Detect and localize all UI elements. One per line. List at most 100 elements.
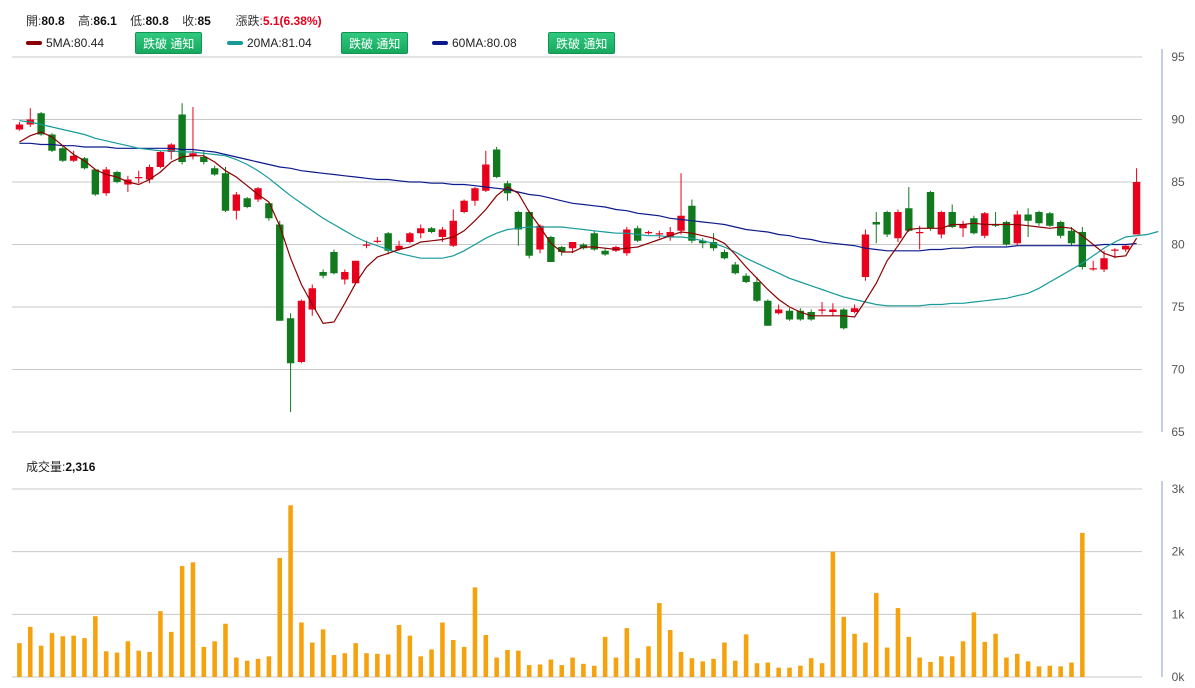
- volume-bar: [667, 630, 673, 677]
- volume-bar: [765, 662, 771, 677]
- candle-body: [601, 250, 609, 255]
- volume-bar: [787, 667, 792, 677]
- candle-body: [210, 168, 219, 175]
- candle-body: [525, 212, 533, 256]
- volume-bar: [581, 663, 586, 677]
- candle-body: [536, 225, 544, 250]
- ma60-line: [19, 142, 1137, 252]
- candle-body: [449, 220, 457, 246]
- volume-label: 成交量:: [26, 460, 66, 474]
- candle-body: [948, 212, 956, 227]
- ma60-notify-button[interactable]: 跌破 通知: [548, 32, 616, 54]
- candle-body: [861, 234, 870, 277]
- volume-bar: [722, 642, 727, 677]
- candle-body: [1046, 213, 1054, 226]
- volume-bar: [646, 646, 651, 677]
- candle-body: [362, 244, 371, 246]
- volume-bar: [494, 657, 499, 677]
- volume-bar: [906, 636, 912, 677]
- volume-bar: [60, 636, 66, 677]
- price-change: 漲跌:5.1(6.38%): [235, 14, 322, 28]
- ma5-swatch: [26, 41, 42, 45]
- price-tick-label: 75: [1171, 300, 1185, 314]
- candle-body: [427, 228, 436, 232]
- volume-bar: [917, 657, 922, 677]
- candle-body: [590, 233, 598, 250]
- volume-bar: [852, 633, 857, 677]
- candle-body: [850, 308, 859, 312]
- volume-bar: [624, 628, 630, 677]
- volume-bar: [863, 642, 868, 677]
- candle-body: [417, 228, 425, 234]
- candle-body: [221, 173, 230, 211]
- candle-body: [373, 240, 382, 242]
- price-tick-label: 65: [1171, 425, 1185, 439]
- ma20-legend: 20MA:81.04: [227, 31, 312, 55]
- volume-bar: [635, 658, 640, 677]
- candle-body: [406, 233, 414, 242]
- candle-body: [1078, 232, 1087, 267]
- ma20-line: [19, 120, 1159, 307]
- candle-body: [135, 177, 143, 179]
- volume-tick-label: 1k: [1172, 607, 1186, 621]
- volume-bar: [1004, 657, 1009, 677]
- ma60-legend: 60MA:80.08: [432, 31, 517, 55]
- volume-bar: [38, 645, 44, 677]
- volume-bar: [798, 665, 803, 677]
- candle-body: [276, 224, 284, 321]
- volume-bar: [212, 641, 217, 677]
- low-price: 低:80.8: [130, 14, 169, 28]
- candle-body: [460, 200, 468, 212]
- volume-bar: [505, 650, 510, 677]
- volume-bar: [939, 656, 944, 677]
- candle-body: [91, 169, 100, 195]
- volume-bar: [17, 643, 22, 677]
- candle-body: [178, 114, 186, 162]
- candle-body: [200, 157, 208, 162]
- volume-bar: [429, 649, 434, 677]
- candle-body: [666, 232, 674, 237]
- candle-body: [189, 153, 197, 156]
- volume-bar: [190, 562, 196, 677]
- candle-body: [699, 240, 707, 244]
- volume-bar: [309, 642, 315, 677]
- price-tick-label: 80: [1171, 238, 1185, 252]
- candle-body: [709, 242, 718, 249]
- candle-body: [926, 192, 935, 229]
- volume-bar: [125, 641, 131, 677]
- candle-body: [265, 203, 273, 219]
- volume-value: 2,316: [65, 460, 96, 474]
- volume-bar: [461, 646, 467, 677]
- candle-body: [688, 205, 696, 241]
- volume-bar: [711, 658, 716, 677]
- ma20-label: 20MA:81.04: [247, 36, 312, 50]
- candle-body: [319, 272, 327, 276]
- close-price: 收:85: [182, 14, 211, 28]
- volume-bar: [960, 641, 966, 677]
- candle-body: [243, 198, 251, 207]
- volume-bar: [364, 653, 369, 677]
- candle-body: [1111, 249, 1119, 251]
- volume-bar: [776, 667, 781, 677]
- volume-bar: [277, 557, 283, 677]
- ma5-notify-button[interactable]: 跌破 通知: [135, 32, 203, 54]
- price-tick-label: 95: [1171, 50, 1185, 64]
- volume-bar: [483, 635, 489, 677]
- ma20-notify-button[interactable]: 跌破 通知: [341, 32, 409, 54]
- high-price: 高:86.1: [78, 14, 117, 28]
- volume-bar: [1069, 662, 1074, 677]
- candle-body: [297, 300, 306, 362]
- candle-body: [1035, 212, 1043, 224]
- volume-tick-label: 2k: [1172, 545, 1186, 559]
- volume-bar: [537, 664, 543, 677]
- candle-body: [1056, 222, 1065, 236]
- candle-body: [720, 252, 729, 259]
- volume-bar: [1047, 665, 1053, 677]
- volume-bar: [873, 593, 879, 677]
- volume-bar: [299, 622, 304, 677]
- candle-body: [286, 318, 295, 364]
- candle-body: [753, 282, 761, 301]
- candle-body: [1002, 222, 1011, 245]
- volume-bar: [49, 633, 55, 677]
- candle-body: [655, 233, 664, 235]
